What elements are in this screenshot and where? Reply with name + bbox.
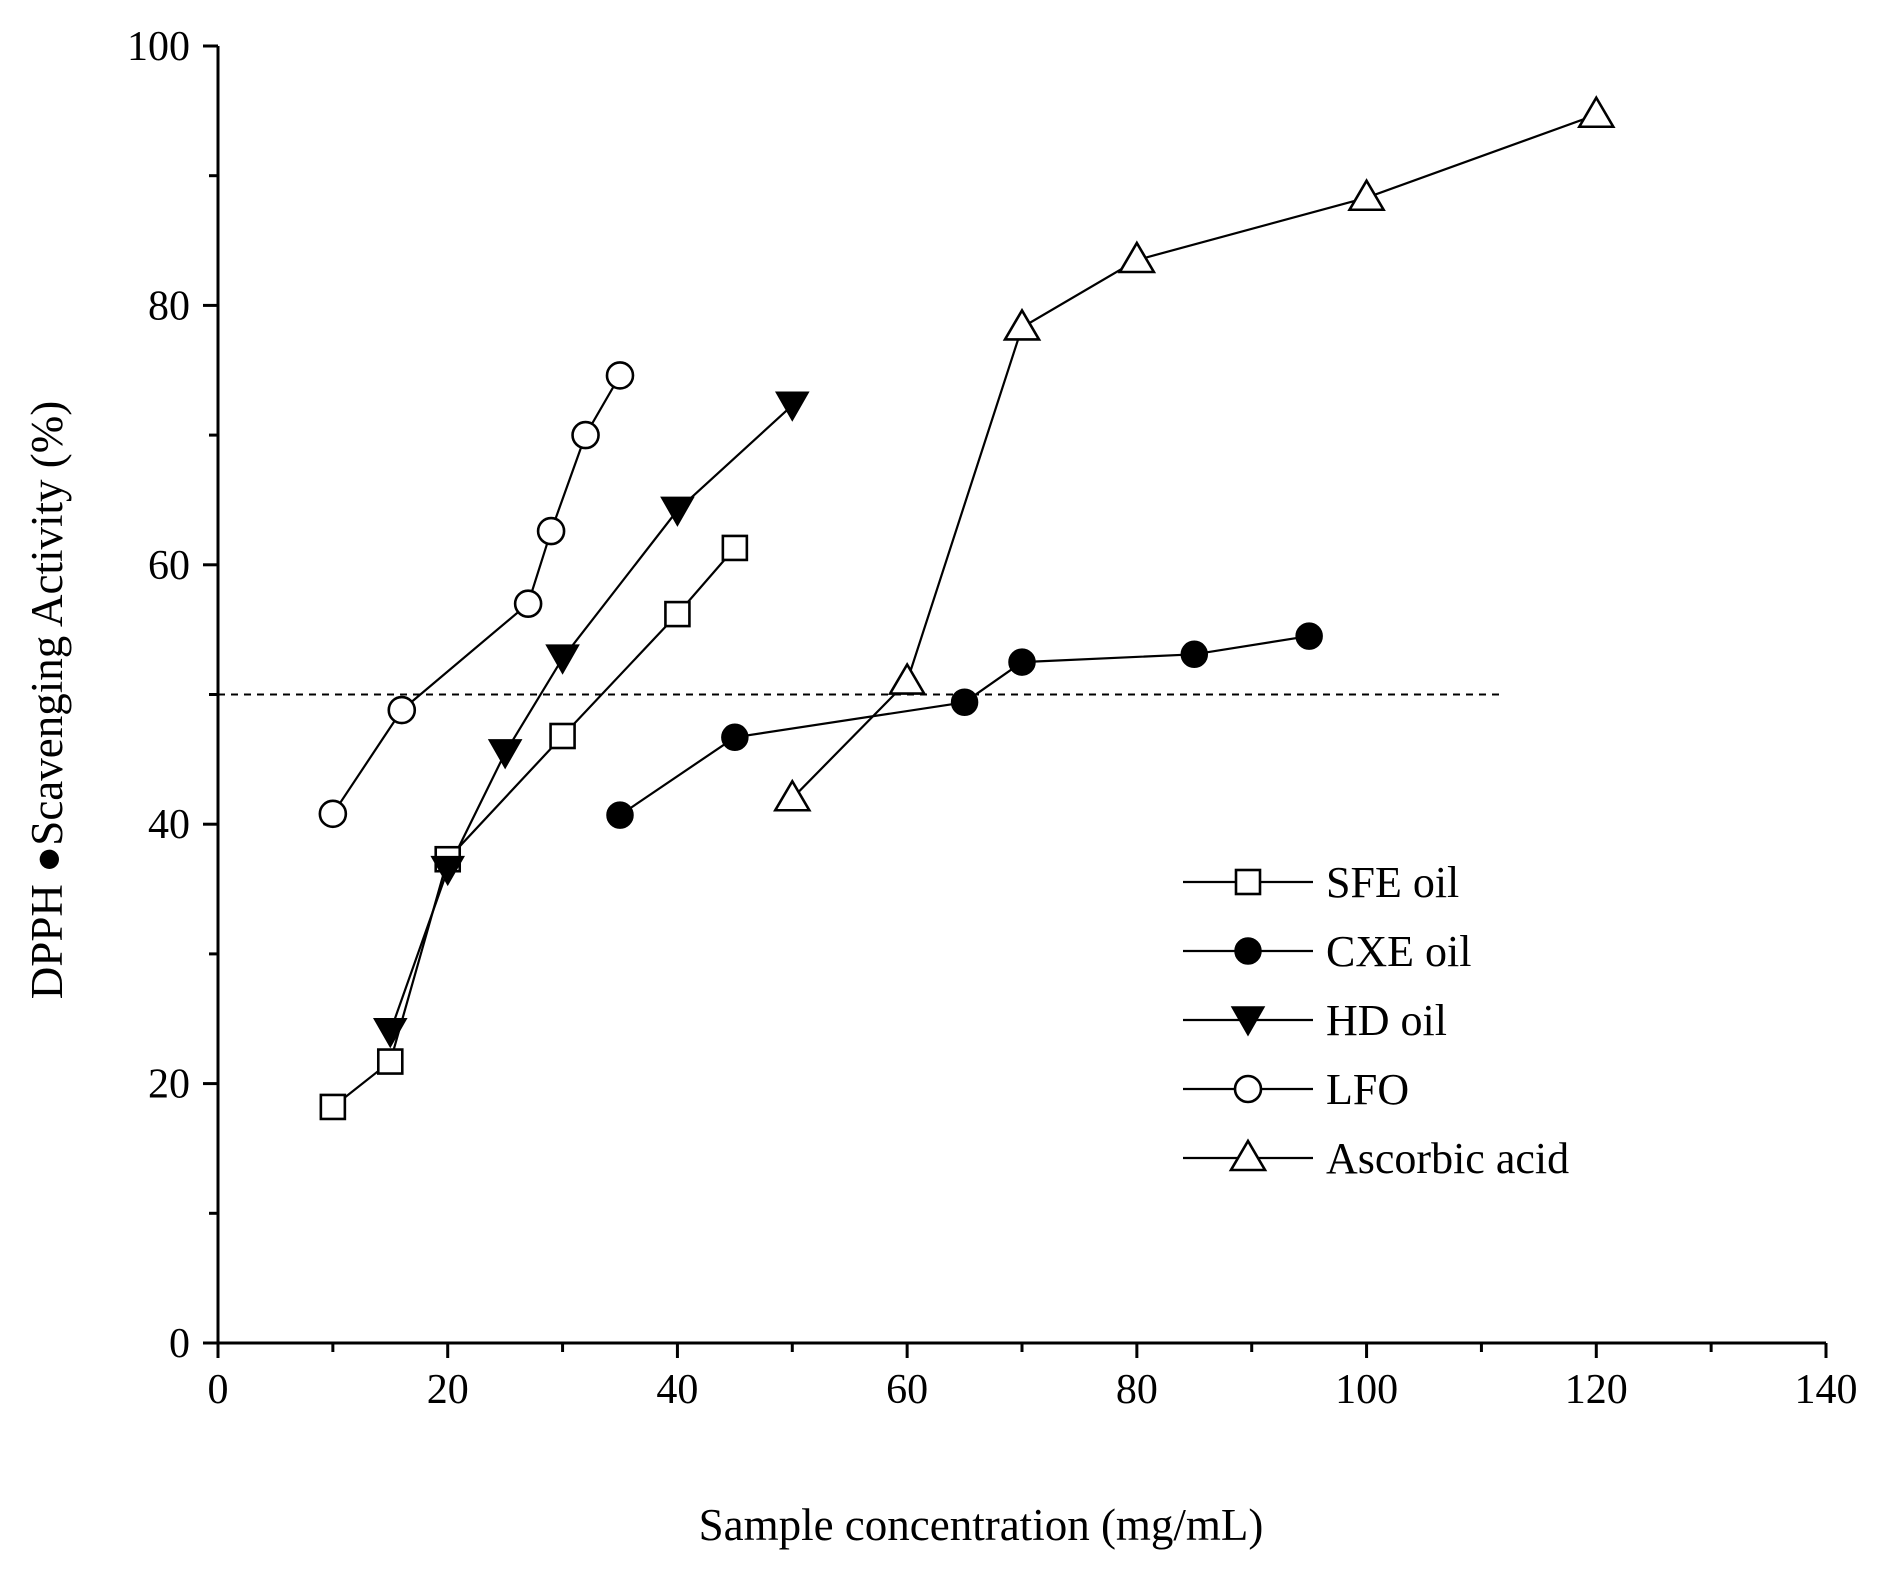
series-line-cxe-oil [619, 635, 1310, 817]
legend: SFE oil CXE oil HD oil LFO Ascorbic acid [1183, 858, 1569, 1183]
y-tick-label: 0 [169, 1321, 190, 1367]
data-point-ascorbic-acid [887, 661, 927, 695]
series-markers-layer [318, 95, 1616, 1121]
data-point-cxe-oil [1295, 622, 1323, 650]
data-point-ascorbic-acid [1577, 95, 1616, 129]
y-tick-label: 40 [148, 802, 190, 848]
legend-label-cxe-oil: CXE oil [1326, 927, 1471, 976]
data-point-hd-oil [430, 855, 466, 887]
data-point-hd-oil [487, 739, 523, 770]
x-axis-label: Sample concentration (mg/mL) [699, 1500, 1264, 1550]
legend-marker-hd-oil [1230, 1006, 1266, 1037]
data-point-lfo [513, 589, 543, 619]
data-point-cxe-oil [606, 801, 634, 829]
data-point-hd-oil [545, 644, 580, 675]
axes-layer: 0 20 40 60 80 100 120 140 0 20 40 60 80 100 [127, 24, 1858, 1413]
x-tick-label: 0 [208, 1367, 229, 1413]
legend-label-lfo: LFO [1326, 1065, 1409, 1114]
data-point-cxe-oil [950, 688, 979, 717]
data-point-lfo [318, 799, 348, 829]
legend-label-ascorbic-acid: Ascorbic acid [1326, 1134, 1569, 1183]
y-tick-label: 60 [148, 543, 190, 589]
data-point-lfo [605, 361, 635, 390]
legend-marker-cxe-oil [1234, 937, 1262, 965]
data-point-sfe-oil [664, 600, 691, 628]
y-axis-label: DPPH ●Scavenging Activity (%) [22, 401, 72, 999]
data-point-ascorbic-acid [1347, 178, 1386, 212]
series-line-ascorbic-acid [791, 113, 1597, 800]
data-point-hd-oil [774, 391, 810, 422]
y-tick-label: 100 [127, 24, 190, 70]
data-point-sfe-oil [376, 1048, 404, 1075]
data-point-sfe-oil [721, 534, 749, 562]
x-tick-label: 140 [1795, 1367, 1858, 1413]
y-tick-label: 80 [148, 283, 190, 329]
data-point-sfe-oil [549, 722, 576, 750]
data-point-sfe-oil [319, 1093, 347, 1121]
legend-label-hd-oil: HD oil [1326, 996, 1447, 1045]
x-tick-label: 100 [1335, 1367, 1398, 1413]
y-tick-label: 20 [148, 1062, 190, 1108]
data-point-hd-oil [660, 496, 695, 527]
data-point-hd-oil [372, 1017, 408, 1049]
data-point-lfo [536, 516, 566, 546]
legend-marker-lfo [1233, 1074, 1263, 1104]
x-tick-label: 40 [656, 1367, 698, 1413]
legend-marker-sfe-oil [1234, 868, 1262, 896]
x-tick-label: 80 [1116, 1367, 1158, 1413]
legend-marker-ascorbic-acid [1228, 1138, 1268, 1172]
data-point-ascorbic-acid [1002, 307, 1042, 341]
data-point-lfo [571, 420, 600, 450]
data-point-ascorbic-acid [773, 778, 812, 812]
data-point-cxe-oil [721, 723, 749, 752]
data-point-cxe-oil [1180, 640, 1209, 669]
x-tick-label: 20 [427, 1367, 469, 1413]
series-line-hd-oil [389, 404, 794, 1033]
data-point-cxe-oil [1008, 648, 1036, 676]
x-tick-label: 60 [886, 1367, 928, 1413]
data-point-lfo [387, 695, 417, 725]
data-point-ascorbic-acid [1117, 240, 1157, 274]
x-tick-label: 120 [1565, 1367, 1628, 1413]
legend-label-sfe-oil: SFE oil [1326, 858, 1459, 907]
